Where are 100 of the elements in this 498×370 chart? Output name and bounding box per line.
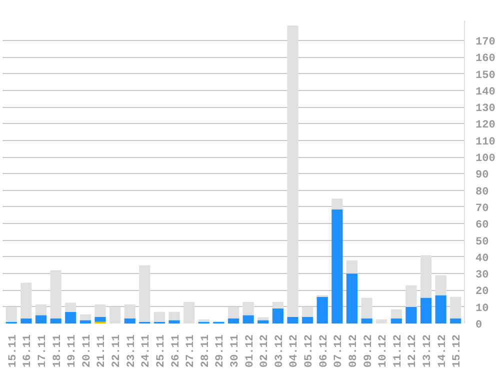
bar: [94, 316, 106, 322]
bar: [35, 304, 47, 316]
bar: [6, 306, 17, 322]
y-tick-label: 90: [476, 170, 489, 182]
bar: [168, 320, 180, 324]
x-tick-label: 12.12: [407, 334, 420, 368]
y-tick-label: 50: [476, 236, 489, 248]
bar: [20, 318, 32, 324]
bar: [420, 255, 432, 298]
bar: [287, 25, 298, 317]
y-tick-label: 60: [476, 220, 489, 232]
bar: [228, 306, 240, 319]
x-tick-label: 19.11: [66, 334, 79, 368]
x-tick-label: 18.11: [52, 334, 64, 368]
x-tick-label: 24.11: [140, 334, 153, 368]
y-tick-label: 140: [476, 86, 496, 98]
bar: [168, 312, 180, 320]
bar: [272, 308, 284, 324]
bar: [124, 318, 136, 324]
bar: [154, 312, 166, 322]
x-tick-label: 27.11: [185, 334, 198, 368]
x-tick-label: 23.11: [126, 334, 138, 368]
x-tick-label: 30.11: [230, 334, 242, 368]
bar: [20, 282, 32, 319]
x-tick-label: 21.11: [96, 334, 108, 368]
bar: [258, 320, 269, 324]
y-tick-label: 10: [476, 302, 489, 315]
x-tick-label: 09.12: [362, 334, 375, 368]
y-tick-label: 40: [476, 252, 489, 265]
x-tick-label: 28.11: [200, 334, 212, 368]
bar: [302, 316, 314, 324]
y-tick-label: 150: [476, 70, 496, 82]
bar: [65, 302, 76, 312]
x-tick-label: 07.12: [333, 334, 346, 368]
y-tick-label: 0: [476, 320, 482, 332]
bar: [376, 319, 388, 324]
bar: [35, 315, 47, 324]
x-tick-label: 08.12: [348, 334, 360, 368]
y-tick-label: 80: [476, 186, 489, 198]
bar: [361, 318, 372, 324]
bar: [50, 318, 62, 324]
bar: [420, 298, 432, 324]
bar: [65, 312, 76, 324]
bar: [80, 314, 91, 320]
bar: [406, 306, 417, 324]
y-tick-label: 110: [476, 136, 496, 148]
x-tick-label: 13.12: [422, 334, 434, 368]
x-tick-label: 05.12: [304, 334, 316, 368]
bar: [228, 318, 240, 324]
x-tick-label: 01.12: [244, 334, 256, 368]
bar: [406, 285, 417, 307]
x-tick-label: 26.11: [170, 334, 182, 368]
y-tick-label: 100: [476, 153, 496, 166]
bar: [332, 209, 343, 324]
x-tick-label: 22.11: [111, 334, 124, 368]
bar: [50, 270, 62, 319]
x-tick-label: 15.11: [7, 334, 20, 368]
x-tick-label: 14.12: [436, 334, 449, 368]
bar: [242, 315, 254, 324]
y-tick-label: 30: [476, 270, 489, 282]
bar: [242, 302, 254, 316]
x-tick-label: 25.11: [155, 334, 168, 368]
x-tick-label: 04.12: [288, 334, 301, 368]
y-tick-label: 120: [476, 120, 496, 132]
bar: [94, 304, 106, 317]
bar: [184, 302, 195, 324]
bar: [80, 320, 91, 324]
bar: [109, 306, 121, 324]
bar: [346, 274, 358, 324]
bar: [450, 318, 462, 324]
x-tick-label: 06.12: [318, 334, 330, 368]
x-tick-label: 17.11: [37, 334, 49, 368]
y-tick-label: 20: [476, 286, 489, 298]
bar: [435, 275, 446, 296]
x-tick-label: 15.12: [452, 334, 464, 368]
bar: [361, 298, 372, 319]
bar: [302, 306, 314, 317]
x-tick-label: 10.12: [378, 334, 390, 368]
bar: [124, 304, 136, 319]
bar: [346, 260, 358, 274]
x-tick-label: 20.11: [81, 334, 94, 368]
bar: [332, 198, 343, 210]
bar: [139, 265, 150, 322]
y-tick-label: 170: [476, 36, 496, 48]
y-tick-label: 70: [476, 202, 489, 215]
bar: [390, 318, 402, 324]
x-tick-label: 03.12: [274, 334, 286, 368]
bar: [435, 295, 446, 324]
x-tick-label: 02.12: [259, 334, 272, 368]
bar: [450, 296, 462, 319]
bar: [198, 319, 210, 322]
bar: [287, 316, 298, 324]
y-tick-label: 130: [476, 103, 496, 116]
bar: [316, 296, 328, 324]
x-tick-label: 29.11: [214, 334, 227, 368]
bar: [390, 309, 402, 319]
x-tick-label: 11.12: [392, 334, 404, 368]
bar: [272, 302, 284, 309]
y-tick-label: 160: [476, 53, 496, 66]
bar: [258, 317, 269, 320]
